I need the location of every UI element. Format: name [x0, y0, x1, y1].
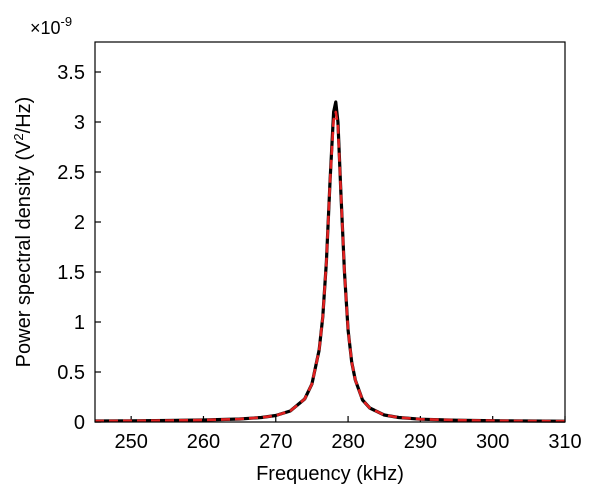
- y-axis-multiplier: ×10-9: [30, 14, 72, 38]
- x-tick-label: 260: [187, 431, 220, 453]
- x-tick-label: 300: [476, 431, 509, 453]
- x-tick-label: 290: [404, 431, 437, 453]
- x-tick-label: 310: [548, 431, 581, 453]
- y-axis-title: Power spectral density (V2/Hz): [11, 97, 35, 368]
- y-axis-title-superscript: 2: [11, 133, 26, 140]
- y-tick-label: 2.5: [57, 162, 85, 184]
- y-tick-label: 3: [74, 112, 85, 134]
- y-tick-label: 0.5: [57, 362, 85, 384]
- x-axis-ticks: 250 260 270 280 290 300 310: [114, 416, 582, 453]
- x-tick-label: 270: [259, 431, 292, 453]
- series-line-red-dashed: [94, 110, 566, 423]
- y-multiplier-base: ×10: [30, 18, 61, 38]
- x-tick-label: 250: [114, 431, 147, 453]
- y-tick-label: 3.5: [57, 62, 85, 84]
- y-axis-title-prefix: Power spectral density (V: [13, 140, 35, 367]
- x-tick-label: 280: [331, 431, 364, 453]
- y-multiplier-exponent: -9: [61, 14, 73, 29]
- y-tick-label: 0: [74, 412, 85, 434]
- x-axis-title: Frequency (kHz): [256, 463, 404, 485]
- series-layer: [94, 100, 566, 423]
- y-tick-label: 2: [74, 212, 85, 234]
- y-axis-title-suffix: /Hz): [13, 97, 35, 134]
- plot-frame: [94, 41, 566, 423]
- y-tick-label: 1.5: [57, 262, 85, 284]
- y-axis-ticks: 0 0.5 1 1.5 2 2.5 3 3.5: [57, 62, 101, 434]
- series-line-black: [94, 100, 566, 423]
- y-tick-label: 1: [74, 312, 85, 334]
